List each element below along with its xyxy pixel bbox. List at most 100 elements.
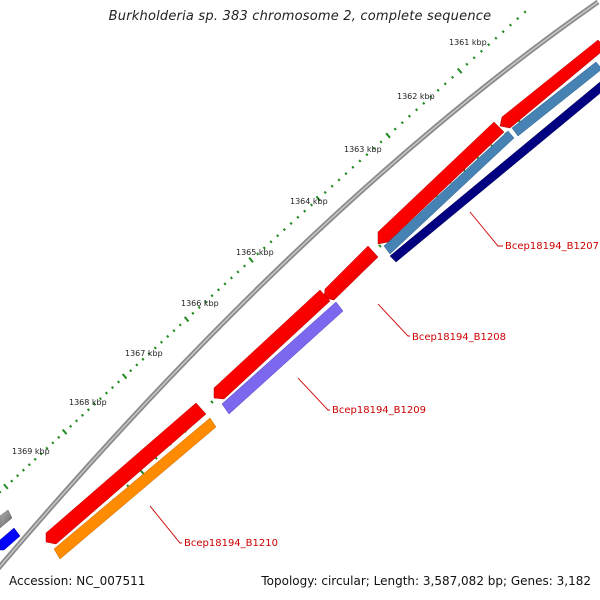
scale-tick-mark	[242, 264, 247, 268]
scale-tick-label: 1361 kbp	[449, 38, 487, 47]
scale-tick-mark	[116, 380, 121, 384]
scale-tick-mark	[472, 56, 476, 60]
scale-tick-mark	[141, 357, 145, 361]
scale-tick-mark	[422, 101, 426, 105]
scale-tick-mark	[429, 95, 433, 99]
scale-tick-mark	[309, 203, 314, 207]
scale-tick-mark	[315, 195, 322, 202]
scale-tick-mark	[236, 270, 240, 274]
gene-label[interactable]: Bcep18194_B1207	[505, 241, 599, 252]
scale-tick-label: 1364 kbp	[290, 197, 328, 206]
scale-tick-mark	[57, 435, 61, 439]
scale-tick-mark	[39, 452, 43, 456]
gene-b1209-track-purple[interactable]	[221, 301, 344, 415]
scale-tick-mark	[400, 121, 404, 125]
scale-tick-mark	[365, 153, 369, 157]
scale-tick-mark	[407, 114, 411, 118]
scale-tick-mark	[508, 23, 513, 27]
scale-tick-mark	[86, 408, 90, 412]
gene-b1210-forward[interactable]	[45, 402, 207, 545]
scale-tick-mark	[153, 346, 157, 350]
scale-tick-mark	[27, 463, 31, 467]
scale-tick-mark	[191, 311, 195, 315]
scale-tick-label: 1362 kbp	[397, 92, 435, 101]
scale-tick-mark	[494, 36, 498, 40]
gene-b1209-forward[interactable]	[213, 289, 331, 400]
scale-tick-mark	[358, 159, 362, 163]
map-title: Burkholderia sp. 383 chromosome 2, compl…	[108, 9, 492, 24]
scale-tick-mark	[0, 490, 2, 494]
scale-tick-mark	[147, 352, 151, 356]
scale-tick-mark	[372, 146, 376, 150]
scale-tick-mark	[172, 329, 176, 333]
scale-tick-label: 1368 kbp	[69, 398, 107, 407]
gene-partial-blue[interactable]	[0, 527, 21, 551]
gene-label-leader-line	[149, 505, 182, 544]
gene-label-leader-line	[377, 303, 410, 337]
scale-tick-mark	[436, 88, 440, 92]
scale-tick-mark	[229, 276, 233, 280]
gene-b1207-forward[interactable]	[499, 39, 600, 129]
scale-tick-mark	[216, 288, 221, 292]
gene-b1208-forward[interactable]	[323, 245, 379, 301]
gene-label-leader-line	[469, 211, 503, 247]
scale-tick-mark	[223, 282, 227, 286]
scale-tick-mark	[450, 75, 455, 79]
scale-tick-mark	[159, 340, 164, 344]
gene-b1210-track-orange[interactable]	[53, 417, 217, 560]
scale-tick-mark	[135, 363, 139, 367]
scale-tick-mark	[393, 127, 397, 131]
gene-b1207-forward-2[interactable]	[377, 121, 505, 245]
scale-tick-mark	[385, 132, 391, 139]
scale-tick-mark	[344, 172, 348, 176]
scale-tick-mark	[523, 10, 527, 14]
scale-tick-mark	[516, 16, 520, 21]
scale-tick-mark	[415, 108, 419, 112]
topology-text: Topology: circular; Length: 3,587,082 bp…	[261, 574, 591, 588]
gene-label[interactable]: Bcep18194_B1210	[184, 538, 278, 549]
scale-tick-mark	[210, 294, 214, 298]
scale-tick-mark	[303, 209, 307, 213]
gene-label[interactable]: Bcep18194_B1209	[332, 405, 426, 416]
inner-tick-mark	[210, 400, 214, 404]
scale-tick-mark	[166, 334, 170, 339]
scale-tick-mark	[98, 397, 102, 401]
scale-tick-mark	[256, 252, 260, 256]
scale-tick-mark	[61, 428, 68, 435]
scale-tick-mark	[457, 67, 463, 74]
scale-tick-label: 1366 kbp	[181, 299, 219, 308]
scale-tick-mark	[282, 228, 286, 232]
scale-tick-mark	[21, 468, 25, 472]
gene-label[interactable]: Bcep18194_B1208	[412, 332, 506, 343]
scale-tick-mark	[92, 402, 96, 406]
chromosome-backbone-highlight	[0, 1, 599, 568]
scale-tick-mark	[110, 385, 115, 390]
scale-tick-mark	[276, 234, 280, 238]
scale-tick-mark	[479, 49, 483, 53]
scale-tick-mark	[33, 457, 37, 461]
gene-b1207-track-steelblue-2[interactable]	[511, 61, 600, 137]
scale-tick-mark	[443, 82, 447, 86]
scale-tick-mark	[178, 323, 182, 327]
gene-b1207-track-navy[interactable]	[389, 81, 600, 263]
gene-b1207-track-steelblue[interactable]	[383, 130, 515, 255]
scale-tick-mark	[337, 178, 341, 182]
scale-tick-mark	[465, 62, 469, 66]
scale-tick-mark	[487, 43, 491, 47]
scale-tick-mark	[248, 257, 254, 263]
scale-tick-mark	[74, 419, 79, 423]
scale-tick-mark	[16, 474, 20, 478]
gene-partial-grey[interactable]	[0, 509, 13, 529]
scale-tick-mark	[80, 413, 85, 417]
scale-tick-mark	[269, 240, 273, 244]
gene-label-leader-line	[297, 377, 330, 411]
scale-tick-mark	[262, 246, 266, 250]
scale-tick-mark	[197, 305, 201, 310]
scale-tick-mark	[379, 140, 383, 144]
scale-tick-mark	[129, 369, 133, 373]
scale-tick-mark	[296, 215, 300, 219]
scale-tick-mark	[51, 441, 55, 445]
scale-tick-mark	[183, 316, 190, 323]
scale-tick-mark	[351, 165, 355, 169]
